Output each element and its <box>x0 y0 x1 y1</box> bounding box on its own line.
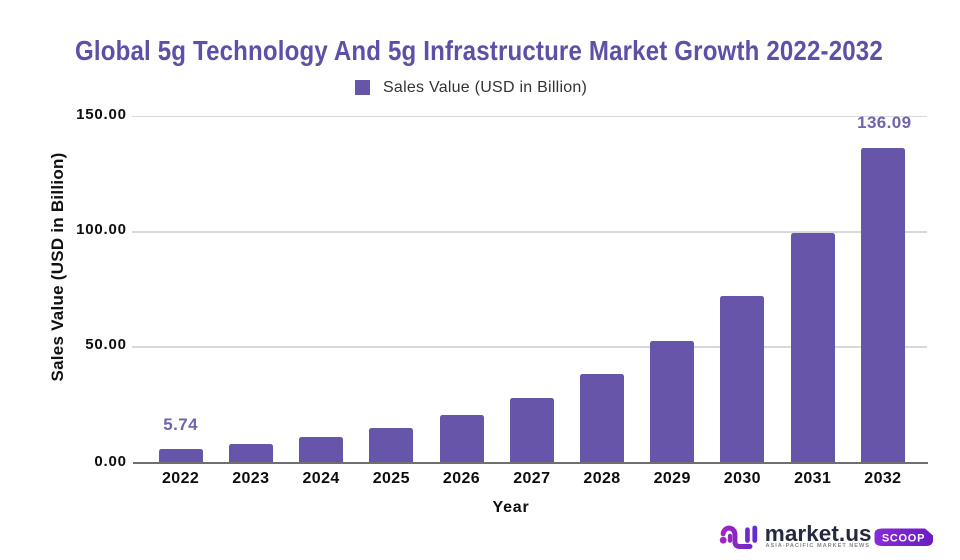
svg-text:ASIA-PACIFIC MARKET NEWS: ASIA-PACIFIC MARKET NEWS <box>766 543 871 549</box>
svg-text:SCOOP: SCOOP <box>882 533 925 545</box>
